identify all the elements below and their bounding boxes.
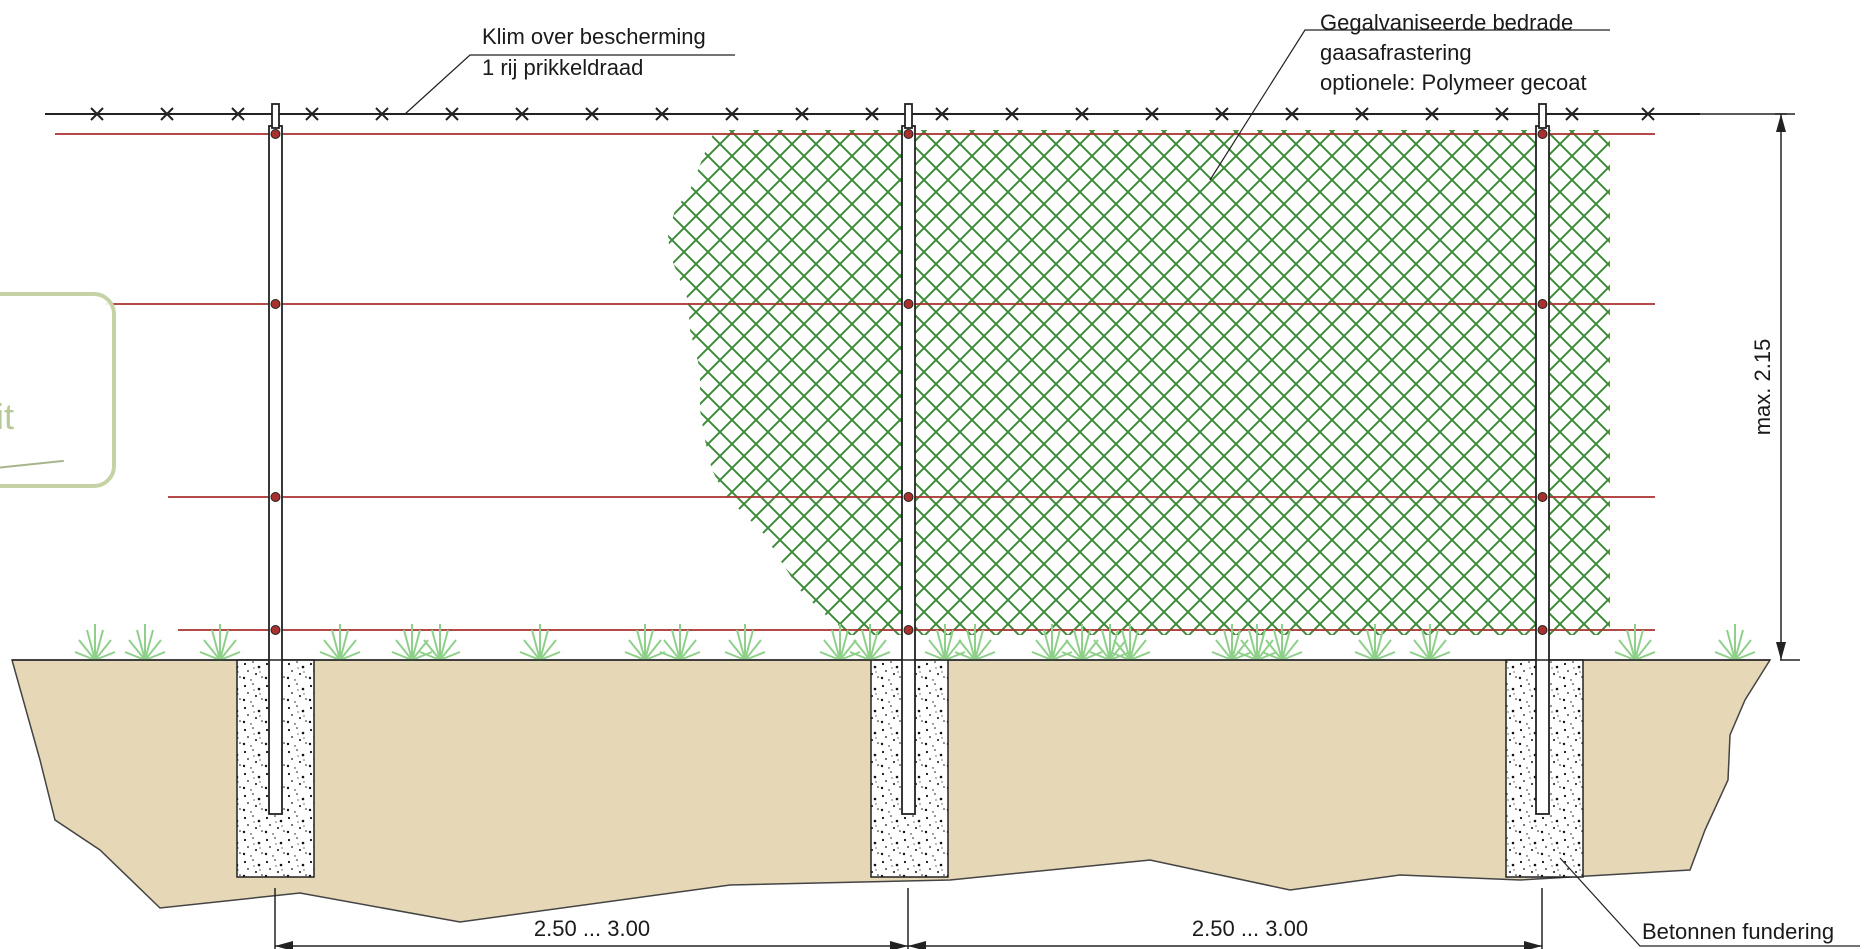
barb (655, 107, 669, 121)
grass-tuft (124, 624, 166, 661)
grass-tuft (724, 624, 766, 661)
label-mesh-line1: Gegalvaniseerde bedrade (1320, 10, 1573, 35)
barb (515, 107, 529, 121)
grass-tuft (924, 624, 966, 661)
label-mesh-line2: gaasafrastering (1320, 40, 1472, 65)
barb (1495, 107, 1509, 121)
grass-tuft (1614, 624, 1656, 661)
barb (865, 107, 879, 121)
barb (725, 107, 739, 121)
label-barbed-wire-row: 1 rij prikkeldraad (482, 55, 643, 80)
grass-tuft (1714, 624, 1756, 661)
barb (585, 107, 599, 121)
grass-tuft (1089, 624, 1131, 661)
barb (90, 107, 104, 121)
post-3 (1535, 125, 1550, 815)
grass-tuft (1236, 624, 1278, 661)
grass-tuft (849, 624, 891, 661)
grass-tuft (519, 624, 561, 661)
grass-tuft (74, 624, 116, 661)
mesh-panel (668, 130, 1610, 635)
post-2 (901, 125, 916, 815)
span-dimension-right: 2.50 ... 3.00 (1192, 916, 1308, 941)
barb (1565, 107, 1579, 121)
barb (1355, 107, 1369, 121)
label-foundation: Betonnen fundering (1642, 919, 1834, 944)
barb (795, 107, 809, 121)
leader-lines (404, 29, 1860, 947)
overlay-callout-underline (0, 459, 64, 471)
grass-tuft (1211, 624, 1253, 661)
height-dimension-label: max. 2.15 (1750, 339, 1775, 436)
barb (1075, 107, 1089, 121)
barb (1215, 107, 1229, 121)
grass-tuft (954, 624, 996, 661)
grass-tufts (74, 624, 1756, 661)
grass-tuft (659, 624, 701, 661)
grass-tuft (319, 624, 361, 661)
barb (1285, 107, 1299, 121)
fence-posts (268, 103, 1550, 815)
barb (160, 107, 174, 121)
grass-tuft (199, 624, 241, 661)
grass-tuft (624, 624, 666, 661)
barb (231, 107, 245, 121)
barb (1425, 107, 1439, 121)
barbed-wire (45, 107, 1700, 121)
grass-tuft (1109, 624, 1151, 661)
height-arrows (1776, 114, 1786, 660)
grass-tuft (1354, 624, 1396, 661)
barb (1145, 107, 1159, 121)
grass-tuft (1031, 624, 1073, 661)
grass-tuft (1409, 624, 1451, 661)
span-arrows (275, 941, 1542, 949)
height-dimension (1700, 113, 1800, 661)
barb (305, 107, 319, 121)
grass-tuft (391, 624, 433, 661)
post-1 (268, 125, 283, 815)
label-mesh-line3: optionele: Polymeer gecoat (1320, 70, 1587, 95)
span-dimension-left: 2.50 ... 3.00 (534, 916, 650, 941)
grass-tuft (1261, 624, 1303, 661)
label-climb-protection: Klim over bescherming (482, 24, 706, 49)
overlay-callout-text: it (0, 396, 14, 437)
grass-tuft (419, 624, 461, 661)
barb (935, 107, 949, 121)
barb (1641, 107, 1655, 121)
barb (1005, 107, 1019, 121)
barb (445, 107, 459, 121)
grass-tuft (819, 624, 861, 661)
barb (375, 107, 389, 121)
wire-connectors (270, 129, 1548, 635)
grass-tuft (1061, 624, 1103, 661)
overlay-callout[interactable]: it (0, 292, 116, 488)
